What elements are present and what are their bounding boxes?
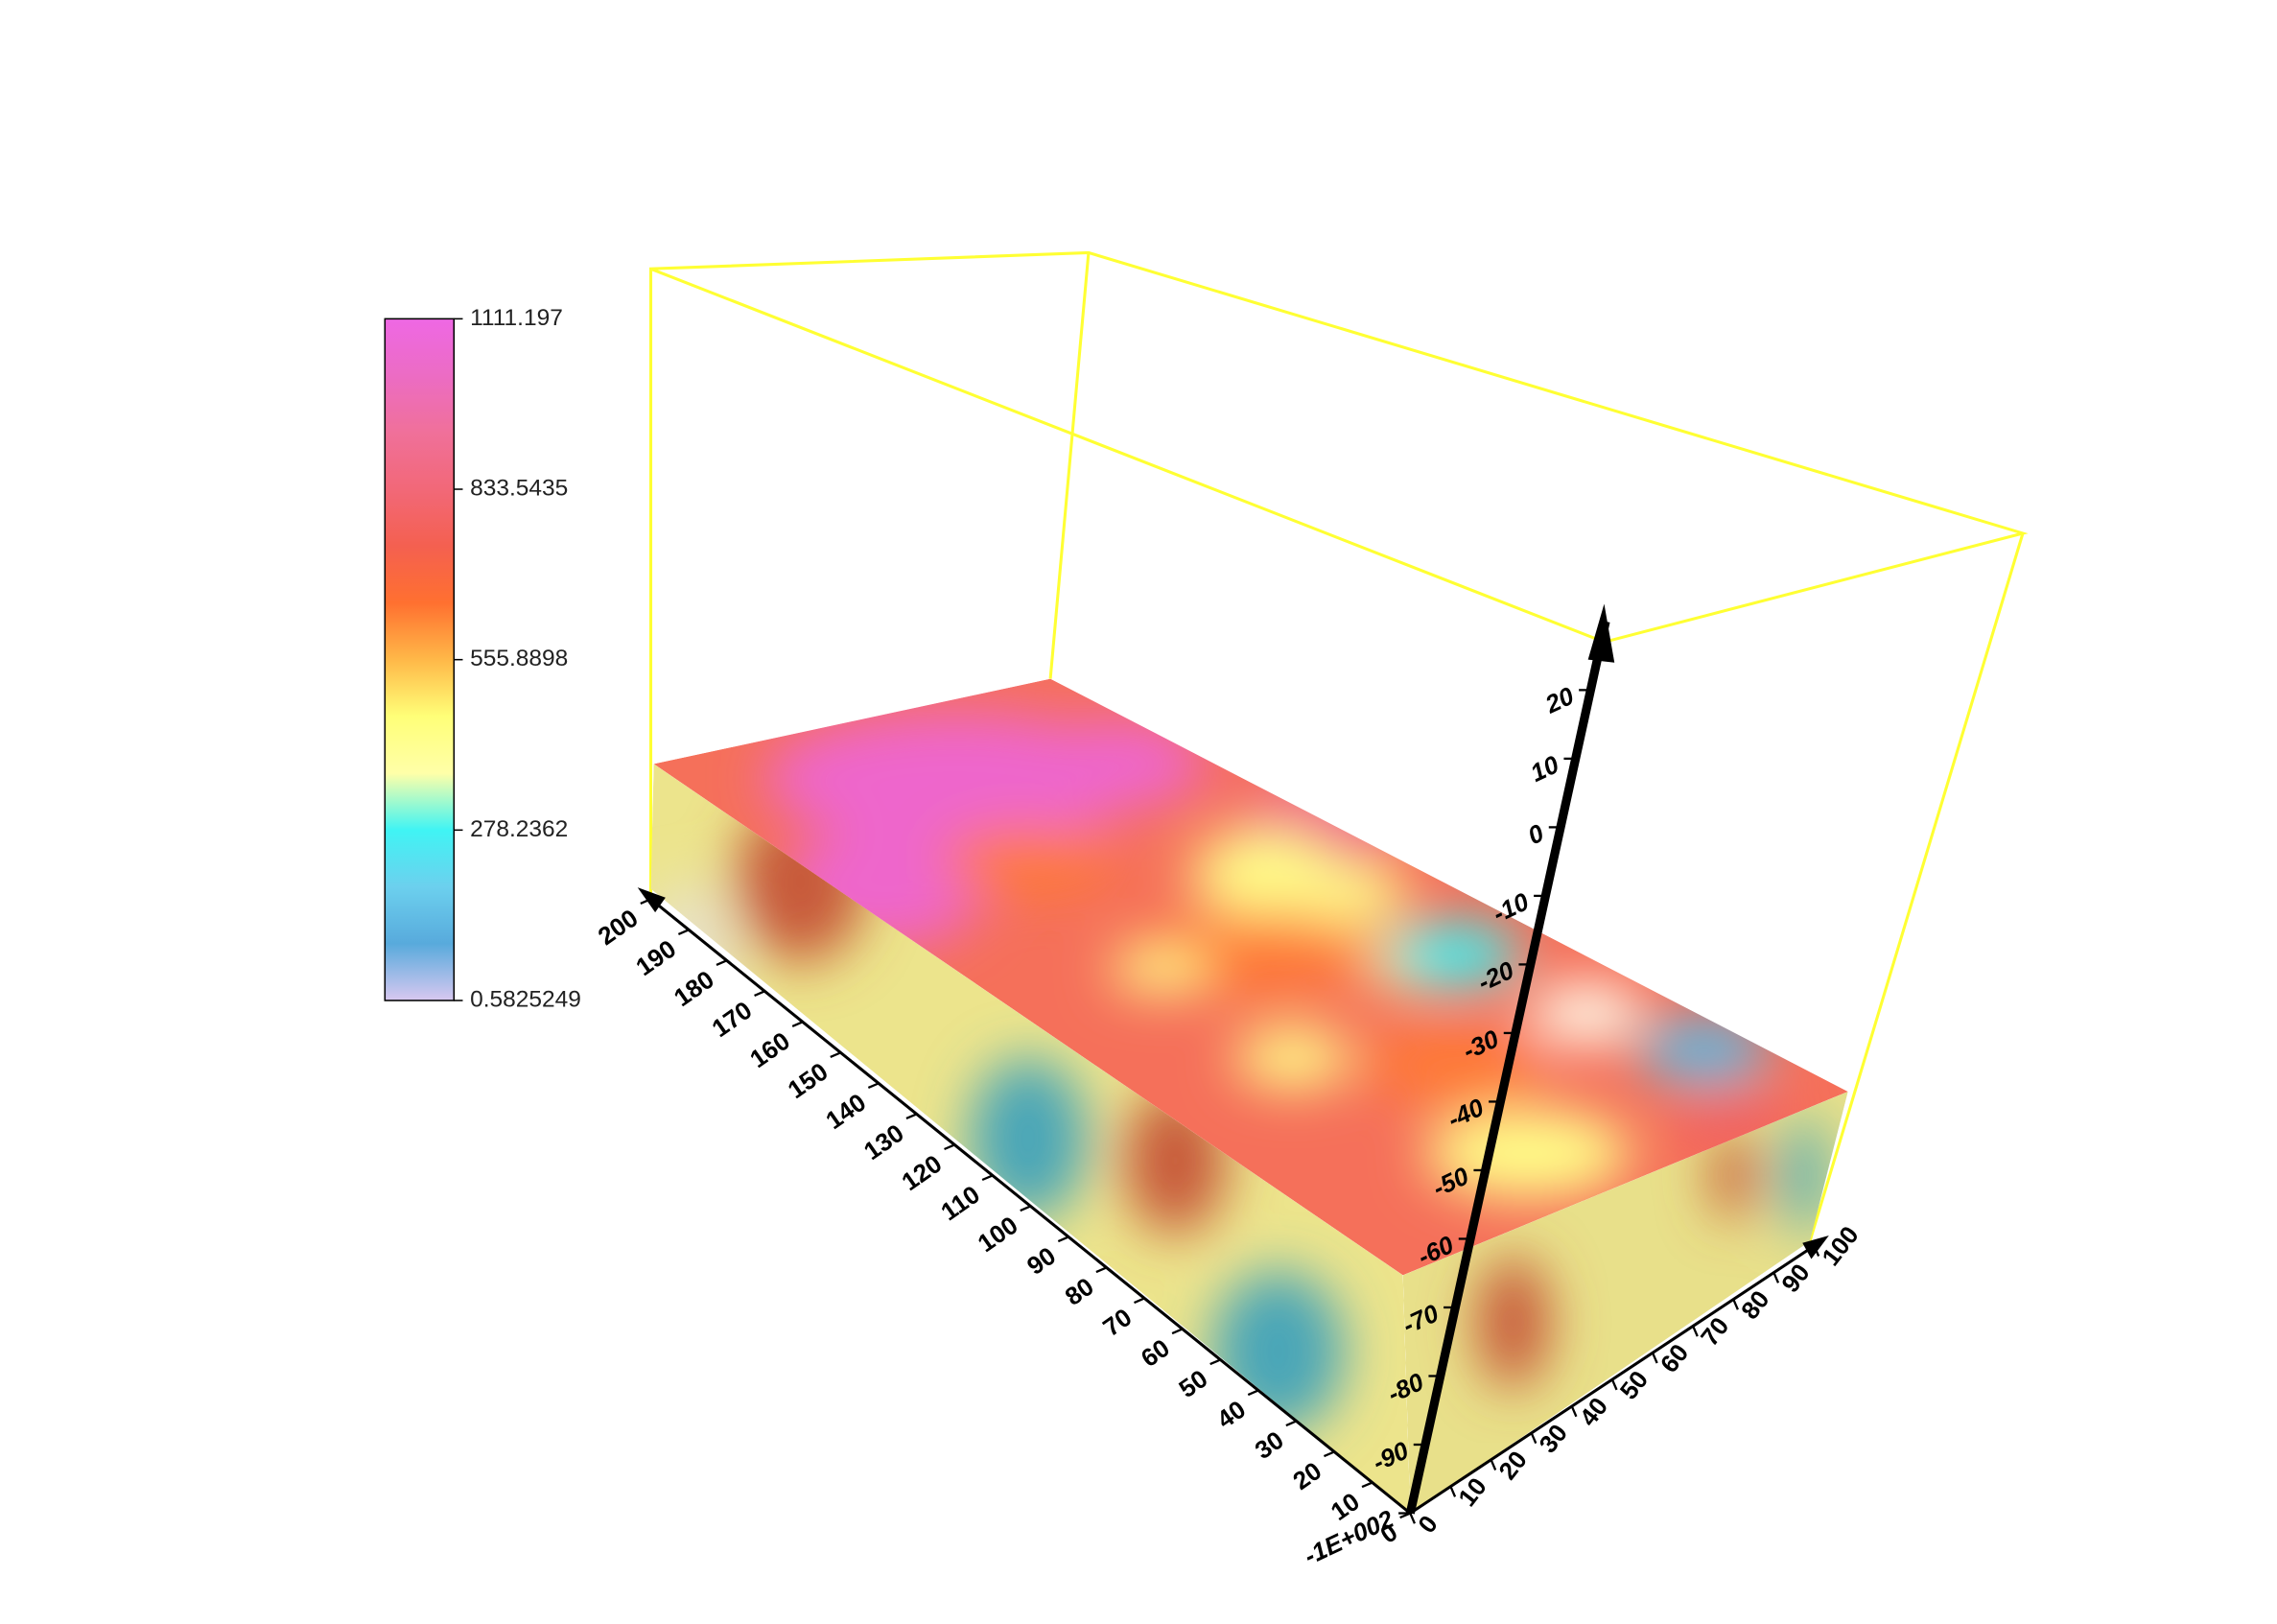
y-tick [716, 959, 728, 966]
colorbar-tick-label: 1111.197 [470, 305, 563, 331]
y-tick [1020, 1205, 1031, 1212]
x-tick-label: 90 [1775, 1259, 1815, 1298]
y-tick-label: 70 [1097, 1303, 1137, 1342]
x-tick [1409, 1513, 1416, 1524]
y-tick [830, 1051, 841, 1059]
colorbar-scale [384, 318, 456, 1001]
y-tick-label: 100 [973, 1211, 1023, 1258]
y-tick [791, 1021, 804, 1028]
y-tick-label: 30 [1250, 1425, 1289, 1465]
z-tick-label: 20 [1540, 681, 1579, 719]
y-tick-label: 140 [820, 1088, 871, 1135]
colorbar: 1111.197 833.5435 555.8898 278.2362 0.582524… [384, 305, 581, 1012]
bounding-box [648, 250, 2029, 1242]
x-tick [1813, 1245, 1820, 1257]
box-edge [648, 250, 2029, 900]
y-tick-label: 110 [935, 1180, 985, 1227]
colorbar-tick-label: 0.5825249 [470, 986, 581, 1012]
x-tick [1651, 1352, 1658, 1364]
y-tick-label: 170 [707, 996, 758, 1043]
box-edge [1048, 252, 1091, 679]
y-tick [1247, 1389, 1259, 1397]
z-tick-label: 10 [1526, 749, 1563, 788]
y-tick-label: 150 [783, 1057, 833, 1104]
y-tick [1134, 1297, 1145, 1305]
y-tick-label: 130 [858, 1118, 909, 1165]
y-tick-label: 80 [1060, 1272, 1099, 1311]
x-tick [1732, 1299, 1739, 1310]
y-tick-label: 60 [1136, 1333, 1175, 1373]
y-tick-label: 200 [593, 904, 644, 951]
y-tick [1057, 1236, 1069, 1243]
y-tick [1285, 1420, 1298, 1427]
x-tick-label: 50 [1614, 1365, 1654, 1404]
x-tick [1570, 1405, 1578, 1418]
y-tick [944, 1143, 955, 1151]
y-tick [1095, 1266, 1108, 1274]
colorbar-tick-label: 278.2362 [470, 816, 568, 842]
x-tick-label: 70 [1695, 1311, 1734, 1351]
z-tick-label: 0 [1523, 818, 1548, 851]
y-tick [1323, 1450, 1335, 1458]
y-tick [867, 1082, 880, 1090]
y-tick [677, 929, 690, 935]
box-edge [1808, 532, 2025, 1242]
y-axis-arrow [637, 887, 666, 913]
y-tick-label: 40 [1211, 1395, 1251, 1434]
y-tick-label: 20 [1287, 1456, 1326, 1495]
z-axis-arrow [1587, 603, 1615, 663]
y-tick [640, 898, 651, 905]
x-tick [1530, 1432, 1538, 1445]
volume-right-face [1402, 1091, 1848, 1514]
x-tick [1449, 1486, 1457, 1497]
z-axis-line [1405, 620, 1610, 1515]
y-tick-label: 90 [1021, 1241, 1061, 1281]
x-tick [1490, 1459, 1497, 1471]
colorbar-tick-label: 555.8898 [470, 646, 568, 671]
colorbar-tick-label: 833.5435 [470, 475, 568, 501]
y-tick-label: 180 [669, 965, 719, 1012]
x-tick-label: 100 [1816, 1220, 1864, 1271]
x-tick-label: 60 [1655, 1338, 1694, 1377]
y-tick [754, 990, 765, 998]
y-tick [1209, 1358, 1221, 1366]
y-tick-label: 160 [744, 1026, 795, 1073]
y-tick [981, 1174, 994, 1182]
y-tick-label: 50 [1174, 1364, 1213, 1403]
y-tick [1171, 1328, 1184, 1335]
y-tick-label: 190 [630, 934, 681, 981]
x-tick [1610, 1378, 1618, 1391]
x-tick [1772, 1272, 1780, 1283]
x-tick-label: 80 [1735, 1285, 1774, 1325]
y-tick [905, 1113, 918, 1120]
y-tick [1361, 1481, 1373, 1489]
volume-top-face [653, 678, 1848, 1276]
x-tick [1692, 1325, 1699, 1337]
x-tick-label: 0 [1412, 1510, 1444, 1539]
y-tick-label: 120 [897, 1149, 948, 1196]
